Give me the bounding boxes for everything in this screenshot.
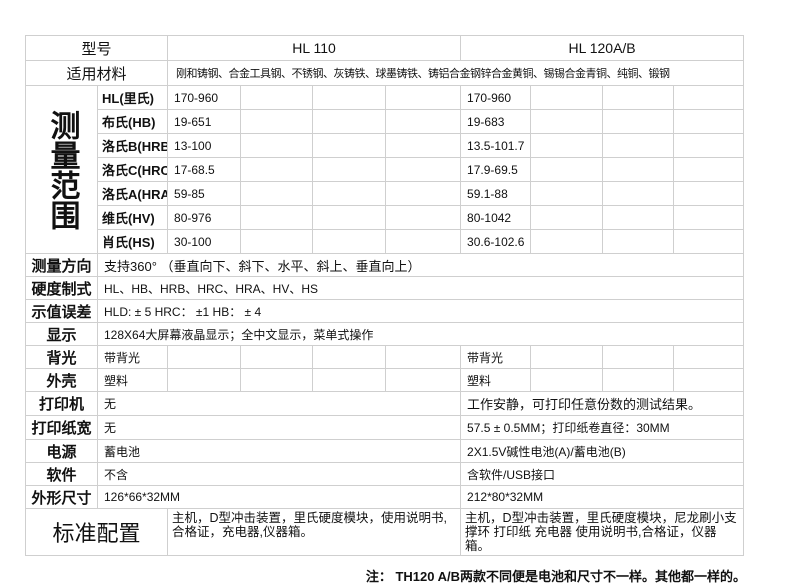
range-label: 测量范围: [25, 85, 98, 254]
row-label: 硬度制式: [25, 276, 98, 300]
value-a: 无: [96, 391, 462, 416]
value-b: 含软件/USB接口: [460, 462, 745, 486]
row-label: 打印纸宽: [25, 415, 98, 440]
range-row: 洛氏B(HRB) 13-100 13.5-101.7: [26, 133, 745, 158]
value-b: 工作安静，可打印任意份数的测试结果。: [460, 391, 745, 416]
value-b: 17.9-69.5: [460, 157, 532, 182]
range-row: 布氏(HB) 19-651 19-683: [26, 109, 745, 134]
shared-row: 显示 128X64大屏幕液晶显示；全中文显示，菜单式操作: [25, 322, 745, 346]
header-row: 型号 HL 110 HL 120A/B: [24, 35, 745, 61]
split-row: 打印机 无 工作安静，可打印任意份数的测试结果。: [25, 391, 745, 416]
config-a: 主机，D型冲击装置，里氏硬度模块，使用说明书,合格证，充电器,仪器箱。: [167, 508, 462, 556]
value-a: 170-960: [167, 85, 242, 110]
row-value: HL、HB、HRB、HRC、HRA、HV、HS: [96, 276, 745, 300]
row-label: 打印机: [25, 391, 98, 416]
value-b: 59.1-88: [460, 181, 532, 206]
row-label: 外形尺寸: [25, 485, 98, 509]
value-a: 塑料: [96, 368, 169, 392]
split-row: 打印纸宽 无 57.5 ± 0.5MM；打印纸卷直径：30MM: [25, 415, 745, 440]
row-label: 测量方向: [25, 253, 98, 277]
row-label: 背光: [25, 345, 98, 369]
split-row: 软件 不含 含软件/USB接口: [25, 462, 745, 486]
grid-row: 背光 带背光 带背光: [25, 345, 745, 369]
value-b: 170-960: [460, 85, 532, 110]
value-a: 不含: [96, 462, 462, 486]
range-row: 肖氏(HS) 30-100 30.6-102.6: [26, 229, 745, 254]
value-a: 19-651: [167, 109, 242, 134]
value-a: 126*66*32MM: [96, 485, 462, 509]
value-b: 19-683: [460, 109, 532, 134]
scale-name: 布氏(HB): [96, 109, 169, 134]
value-b: 2X1.5V碱性电池(A)/蓄电池(B): [460, 439, 745, 463]
header-label: 型号: [24, 35, 169, 61]
row-value: HLD: ± 5 HRC： ±1 HB： ± 4: [96, 299, 745, 323]
value-a: 13-100: [167, 133, 242, 158]
value-a: 80-976: [167, 205, 242, 230]
value-a: 蓄电池: [96, 439, 462, 463]
value-a: 30-100: [167, 229, 242, 254]
materials-value: 刚和铸钢、合金工具钢、不锈钢、灰铸铁、球墨铸铁、铸铝合金钢锌合金黄铜、锡锡合金青…: [167, 60, 745, 86]
shared-row: 硬度制式 HL、HB、HRB、HRC、HRA、HV、HS: [25, 276, 745, 300]
materials-label: 适用材料: [24, 60, 169, 86]
range-row: 维氏(HV) 80-976 80-1042: [26, 205, 745, 230]
value-b: 带背光: [460, 345, 532, 369]
value-b: 57.5 ± 0.5MM；打印纸卷直径：30MM: [460, 415, 745, 440]
spec-table: 型号 HL 110 HL 120A/B 适用材料 刚和铸钢、合金工具钢、不锈钢、…: [24, 35, 745, 556]
scale-name: 维氏(HV): [96, 205, 169, 230]
model-a: HL 110: [167, 35, 462, 61]
range-row: 洛氏A(HRA) 59-85 59.1-88: [26, 181, 745, 206]
split-row: 外形尺寸 126*66*32MM 212*80*32MM: [25, 485, 745, 509]
row-value: 支持360° （垂直向下、斜下、水平、斜上、垂直向上）: [96, 253, 745, 277]
row-value: 128X64大屏幕液晶显示；全中文显示，菜单式操作: [96, 322, 745, 346]
value-b: 13.5-101.7: [460, 133, 532, 158]
scale-name: 洛氏B(HRB): [96, 133, 169, 158]
range-row: 测量范围 HL(里氏) 170-960 170-960: [25, 85, 745, 254]
scale-name: 洛氏A(HRA): [96, 181, 169, 206]
value-b: 80-1042: [460, 205, 532, 230]
scale-name: HL(里氏): [96, 85, 169, 110]
scale-name: 肖氏(HS): [96, 229, 169, 254]
value-a: 带背光: [96, 345, 169, 369]
row-label: 外壳: [25, 368, 98, 392]
scale-name: 洛氏C(HRC): [96, 157, 169, 182]
model-b: HL 120A/B: [460, 35, 745, 61]
range-row: 洛氏C(HRC) 17-68.5 17.9-69.5: [26, 157, 745, 182]
config-label: 标准配置: [24, 508, 169, 556]
value-a: 无: [96, 415, 462, 440]
value-a: 59-85: [167, 181, 242, 206]
value-b: 212*80*32MM: [460, 485, 745, 509]
row-label: 软件: [25, 462, 98, 486]
split-row: 电源 蓄电池 2X1.5V碱性电池(A)/蓄电池(B): [25, 439, 745, 463]
config-row: 标准配置 主机，D型冲击装置，里氏硬度模块，使用说明书,合格证，充电器,仪器箱。…: [24, 508, 745, 556]
row-label: 显示: [25, 322, 98, 346]
row-label: 示值误差: [25, 299, 98, 323]
config-b: 主机，D型冲击装置，里氏硬度模块，尼龙刷小支撑环 打印纸 充电器 使用说明书,合…: [460, 508, 745, 556]
row-label: 电源: [25, 439, 98, 463]
value-a: 17-68.5: [167, 157, 242, 182]
value-b: 塑料: [460, 368, 532, 392]
grid-row: 外壳 塑料 塑料: [25, 368, 745, 392]
shared-row: 测量方向 支持360° （垂直向下、斜下、水平、斜上、垂直向上）: [25, 253, 745, 277]
shared-row: 示值误差 HLD: ± 5 HRC： ±1 HB： ± 4: [25, 299, 745, 323]
value-b: 30.6-102.6: [460, 229, 532, 254]
materials-row: 适用材料 刚和铸钢、合金工具钢、不锈钢、灰铸铁、球墨铸铁、铸铝合金钢锌合金黄铜、…: [24, 60, 745, 86]
footnote: 注： TH120 A/B两款不同便是电池和尺寸不一样。其他都一样的。: [365, 569, 746, 584]
